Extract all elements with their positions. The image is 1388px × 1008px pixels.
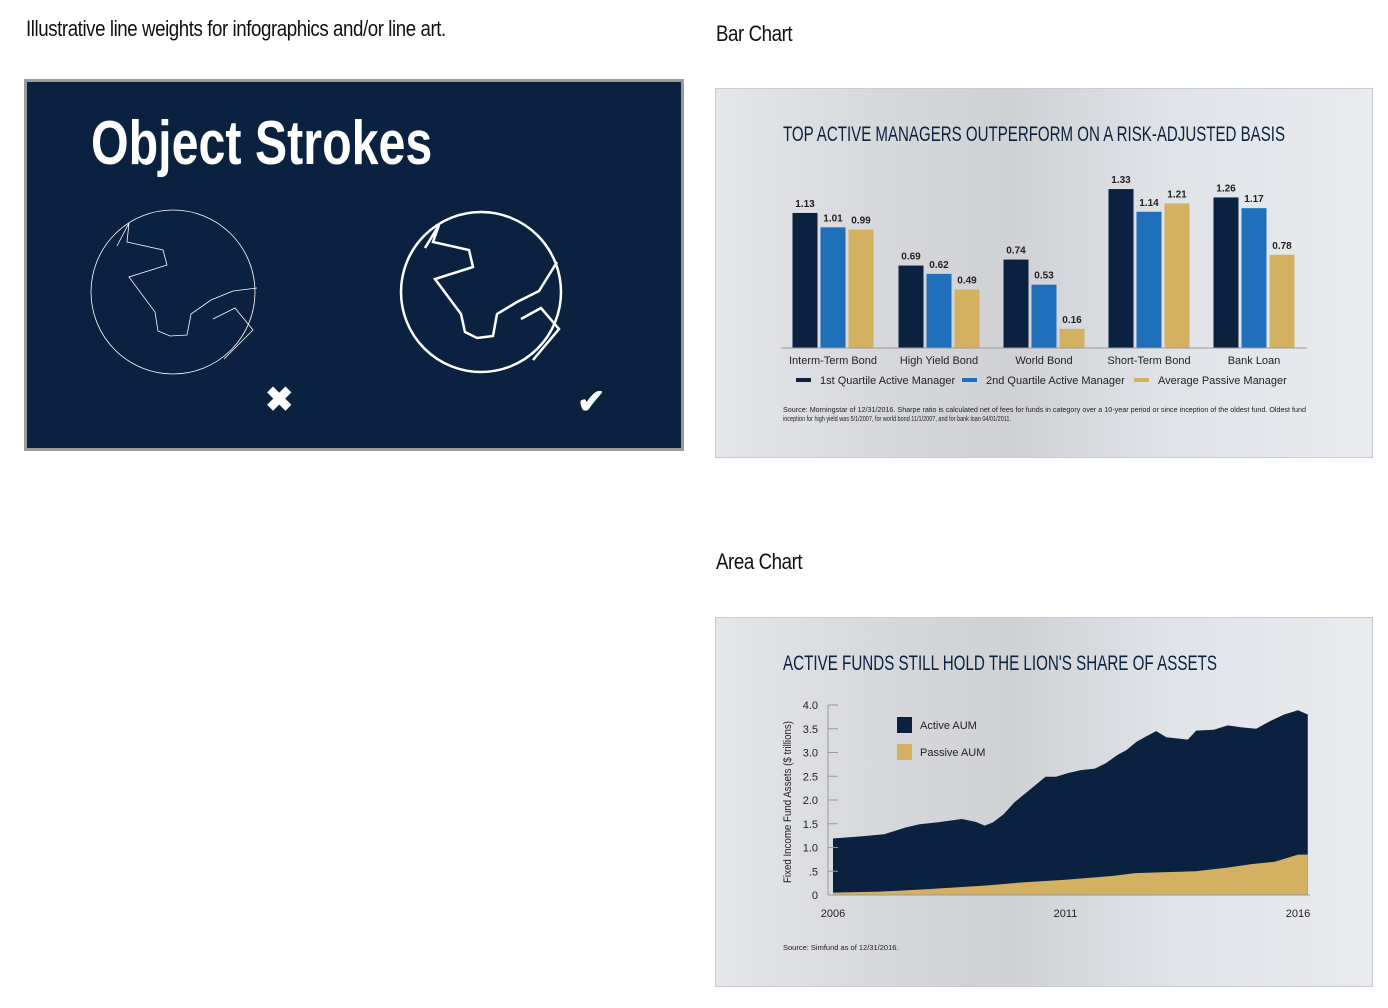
bar	[1213, 197, 1239, 348]
bar	[1164, 203, 1190, 348]
bar	[1241, 208, 1267, 348]
y-tick-label: .5	[809, 866, 818, 878]
legend-label: Active AUM	[920, 720, 977, 732]
bar-source-line-2: inception for high yield was 5/1/2007, f…	[783, 416, 1011, 423]
legend-swatch	[897, 744, 912, 760]
area-y-axis-label: Fixed Income Fund Assets ($ trillions)	[782, 721, 794, 883]
x-tick-label: 2016	[1286, 908, 1310, 920]
legend-swatch	[962, 378, 977, 382]
bar	[898, 265, 924, 348]
y-tick-label: 2.5	[803, 771, 818, 783]
check-mark-icon: ✔	[577, 383, 606, 421]
object-strokes-card: Object Strokes ✖ ✔	[24, 79, 684, 451]
y-tick-label: 0	[812, 890, 818, 902]
bar-chart: TOP ACTIVE MANAGERS OUTPERFORM ON A RISK…	[781, 123, 1307, 423]
area-series-active-aum	[833, 710, 1308, 895]
area-series-passive-aum	[833, 854, 1308, 895]
bar-chart-title: TOP ACTIVE MANAGERS OUTPERFORM ON A RISK…	[783, 123, 1285, 146]
y-tick-label: 4.0	[803, 700, 818, 712]
bar-category-label: World Bond	[1015, 355, 1072, 367]
bar-chart-panel: TOP ACTIVE MANAGERS OUTPERFORM ON A RISK…	[715, 88, 1373, 458]
y-tick-label: 1.5	[803, 819, 818, 831]
bar-category-label: Short-Term Bond	[1107, 355, 1190, 367]
bar-value-label: 0.62	[929, 260, 949, 271]
bar-value-label: 1.26	[1216, 183, 1236, 194]
thick-globe-icon	[399, 210, 563, 374]
bar	[1108, 189, 1134, 348]
bar-value-label: 0.69	[901, 252, 921, 263]
legend-swatch	[1134, 378, 1149, 382]
x-mark-icon: ✖	[265, 381, 294, 419]
bar	[1136, 211, 1162, 348]
x-tick-label: 2011	[1054, 908, 1078, 920]
y-tick-label: 3.5	[803, 724, 818, 736]
area-source: Source: Simfund as of 12/31/2016.	[783, 943, 899, 952]
bar-value-label: 0.99	[851, 216, 871, 227]
bar	[1269, 254, 1295, 348]
bar-value-label: 1.17	[1244, 194, 1264, 205]
bar-category-label: High Yield Bond	[900, 355, 978, 367]
bar	[926, 273, 952, 348]
legend-label: 1st Quartile Active Manager	[820, 375, 955, 387]
area-chart-heading: Area Chart	[716, 549, 803, 574]
bar	[848, 229, 874, 348]
bar-value-label: 0.49	[957, 275, 977, 286]
bar-value-label: 1.21	[1167, 189, 1187, 200]
legend-swatch	[897, 717, 912, 733]
bar	[1059, 328, 1085, 348]
bar-source-line-1: Source: Morningstar of 12/31/2016. Sharp…	[783, 407, 1306, 414]
bar-value-label: 0.16	[1062, 315, 1082, 326]
bar-value-label: 0.74	[1006, 246, 1026, 257]
area-chart-panel: ACTIVE FUNDS STILL HOLD THE LION'S SHARE…	[715, 617, 1373, 987]
object-strokes-title: Object Strokes	[91, 109, 433, 178]
bar	[792, 212, 818, 348]
bar	[1031, 284, 1057, 348]
legend-label: Passive AUM	[920, 747, 985, 759]
bar-value-label: 1.01	[823, 213, 843, 224]
bar	[954, 289, 980, 348]
bar-chart-heading: Bar Chart	[716, 21, 793, 46]
bar	[1003, 259, 1029, 348]
y-tick-label: 2.0	[803, 795, 818, 807]
bar-category-label: Bank Loan	[1228, 355, 1281, 367]
y-tick-label: 1.0	[803, 843, 818, 855]
legend-label: 2nd Quartile Active Manager	[986, 375, 1125, 387]
y-tick-label: 3.0	[803, 748, 818, 760]
legend-label: Average Passive Manager	[1158, 375, 1287, 387]
globe-illustrations	[90, 209, 563, 375]
area-chart-title: ACTIVE FUNDS STILL HOLD THE LION'S SHARE…	[783, 652, 1217, 675]
area-chart: ACTIVE FUNDS STILL HOLD THE LION'S SHARE…	[782, 652, 1310, 952]
legend-swatch	[796, 378, 811, 382]
bar-value-label: 0.53	[1034, 271, 1054, 282]
thin-globe-icon	[90, 209, 258, 375]
left-caption: Illustrative line weights for infographi…	[26, 16, 446, 41]
bar	[820, 227, 846, 348]
bar-value-label: 1.33	[1111, 175, 1131, 186]
bar-value-label: 1.14	[1139, 198, 1159, 209]
x-tick-label: 2006	[821, 908, 845, 920]
bar-value-label: 1.13	[795, 199, 815, 210]
bar-value-label: 0.78	[1272, 241, 1292, 252]
bar-category-label: Interm-Term Bond	[789, 355, 877, 367]
